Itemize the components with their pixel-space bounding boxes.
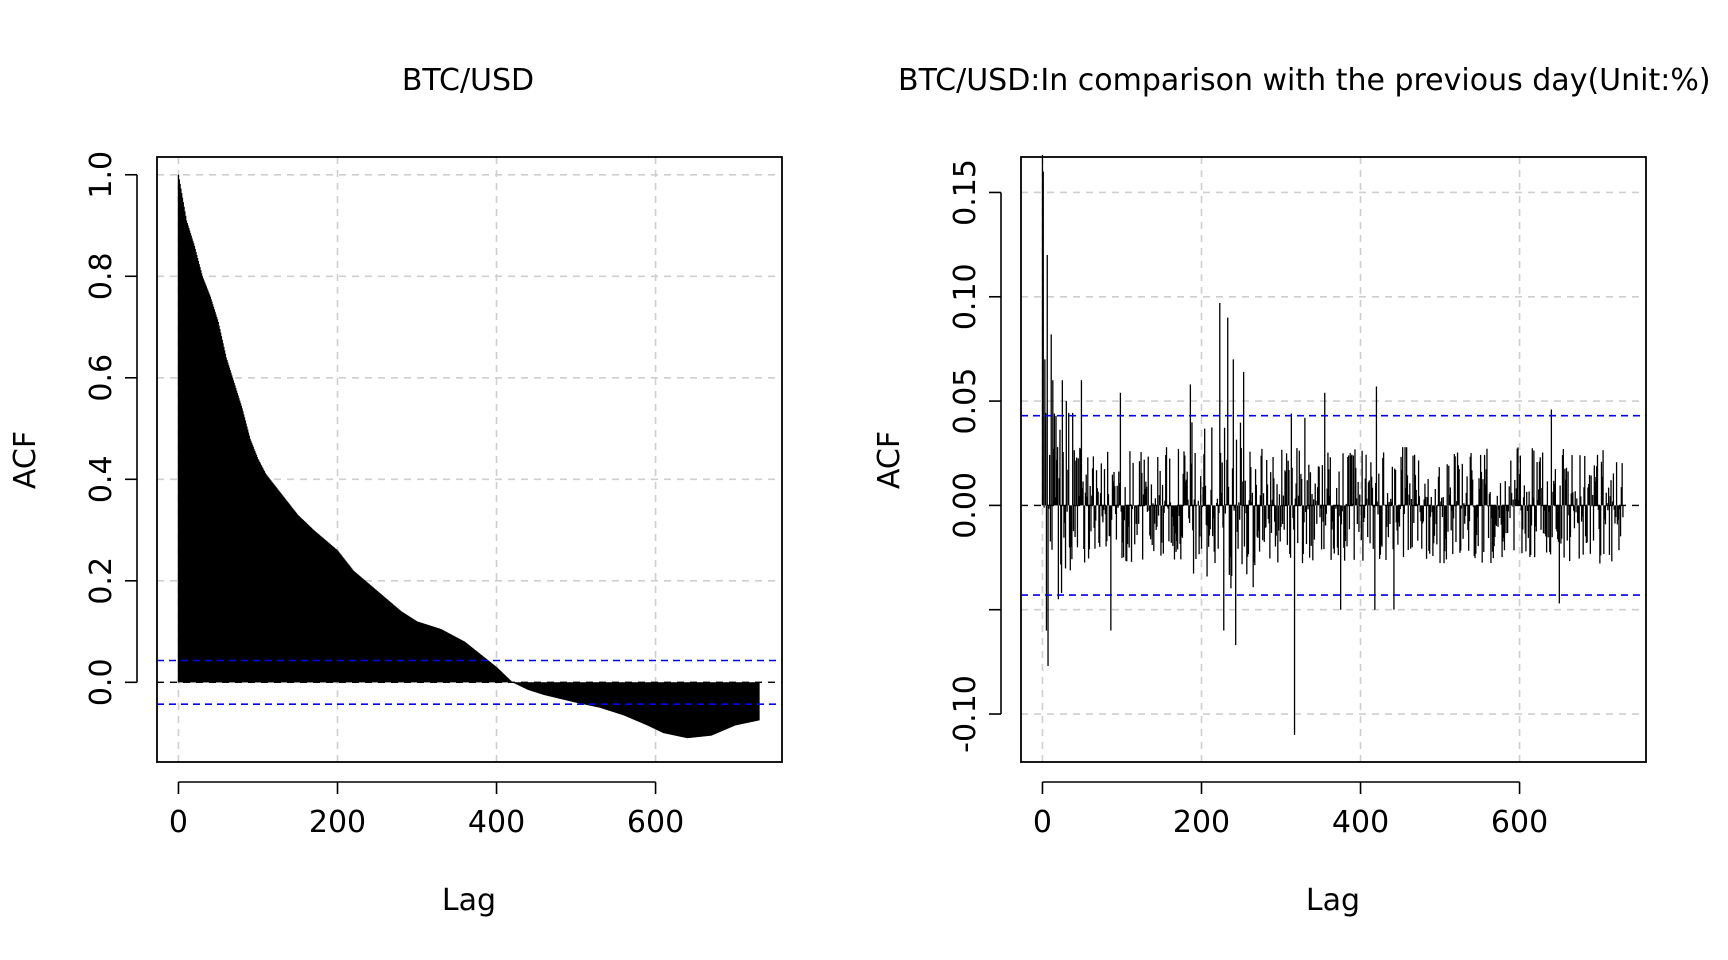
x-tick-label: 200 bbox=[309, 805, 366, 840]
y-axis: -0.10 0.00 0.05 0.10 0.15 bbox=[948, 159, 1002, 753]
confidence-bands bbox=[157, 659, 782, 705]
y-axis-label: ACF bbox=[872, 431, 907, 489]
x-axis: 0 200 400 600 bbox=[1033, 781, 1548, 840]
x-tick-label: 400 bbox=[1332, 805, 1389, 840]
x-axis-label: Lag bbox=[1306, 883, 1360, 918]
x-axis-label: Lag bbox=[442, 883, 496, 918]
y-tick-label: 0.2 bbox=[84, 557, 119, 605]
acf-panel-level: BTC/USD 0 200 400 600 0.0 0.2 0.4 0.6 0.8 1.0 La… bbox=[8, 63, 783, 918]
y-tick-label: 0.8 bbox=[84, 252, 119, 300]
x-tick-label: 200 bbox=[1173, 805, 1230, 840]
x-tick-label: 0 bbox=[1033, 805, 1052, 840]
y-tick-label: 0.10 bbox=[948, 263, 983, 330]
x-tick-label: 0 bbox=[169, 805, 188, 840]
x-gridlines bbox=[1041, 157, 1521, 762]
chart-title: BTC/USD bbox=[402, 63, 534, 98]
plot-frame bbox=[1020, 156, 1647, 763]
y-tick-label: 0.05 bbox=[948, 368, 983, 435]
y-axis: 0.0 0.2 0.4 0.6 0.8 1.0 bbox=[84, 151, 138, 706]
plot-frame bbox=[156, 156, 783, 763]
acf-bars bbox=[177, 174, 760, 739]
acf-bars bbox=[1041, 155, 1624, 735]
y-tick-label: 0.00 bbox=[948, 472, 983, 539]
y-tick-label: 0.0 bbox=[84, 658, 119, 706]
y-tick-label: 0.6 bbox=[84, 354, 119, 402]
y-tick-label: 1.0 bbox=[84, 151, 119, 199]
x-axis: 0 200 400 600 bbox=[169, 781, 684, 840]
y-axis-label: ACF bbox=[8, 431, 43, 489]
confidence-bands bbox=[1021, 414, 1646, 596]
y-tick-label: 0.4 bbox=[84, 455, 119, 503]
x-tick-label: 600 bbox=[1491, 805, 1548, 840]
x-tick-label: 600 bbox=[627, 805, 684, 840]
x-tick-label: 400 bbox=[468, 805, 525, 840]
chart-title: BTC/USD:In comparison with the previous … bbox=[898, 63, 1711, 98]
y-gridlines bbox=[1021, 191, 1646, 715]
y-tick-label: -0.10 bbox=[948, 675, 983, 753]
y-tick-label: 0.15 bbox=[948, 159, 983, 226]
acf-panel-daily-change: BTC/USD:In comparison with the previous … bbox=[872, 63, 1711, 918]
